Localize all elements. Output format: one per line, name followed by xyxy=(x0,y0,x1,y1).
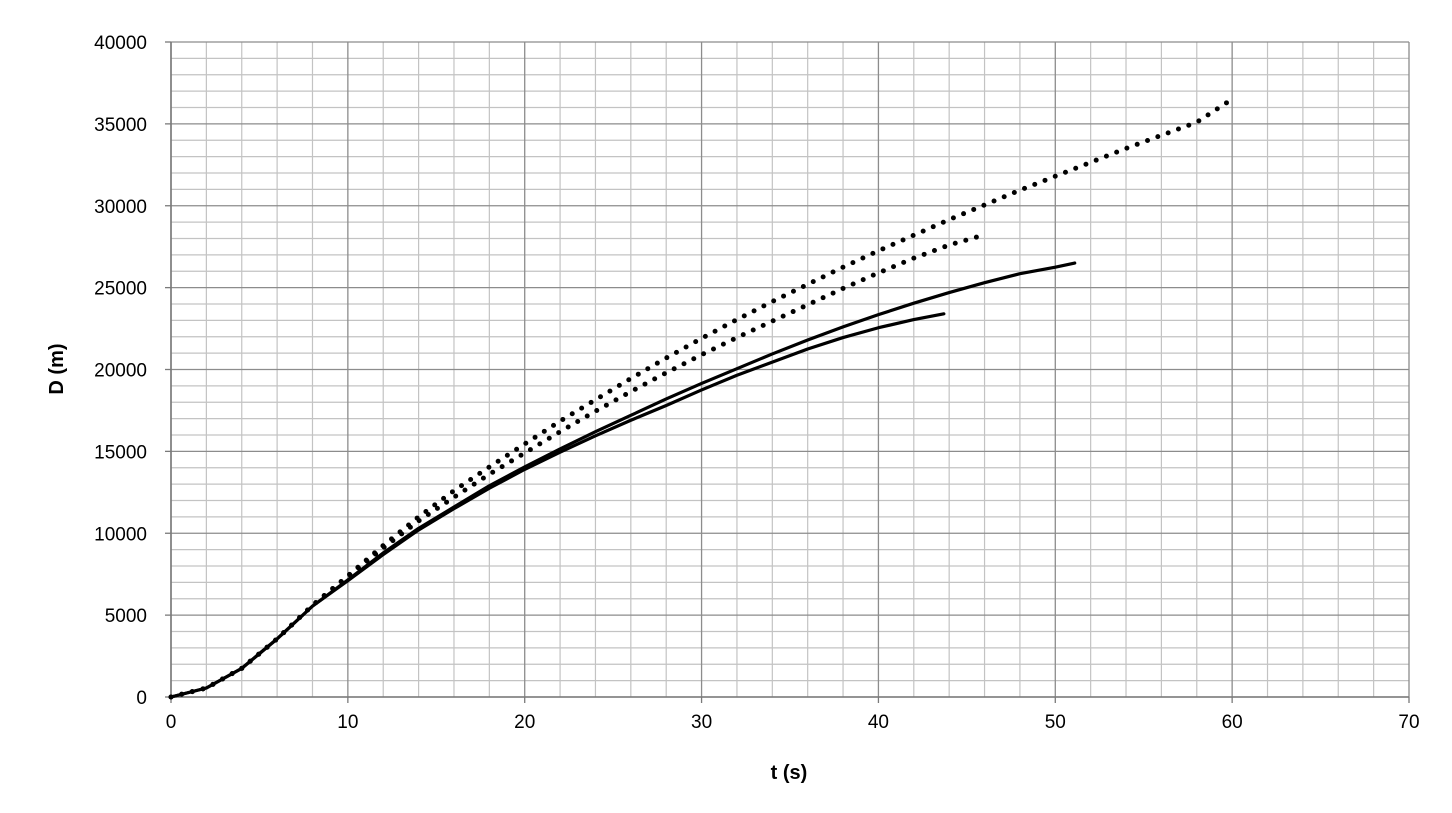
x-tick-label: 70 xyxy=(1398,712,1419,733)
y-tick-label: 40000 xyxy=(94,33,147,54)
y-tick-label: 5000 xyxy=(105,606,147,627)
x-tick-label: 50 xyxy=(1045,712,1066,733)
y-axis-tick-labels: 0 5000 10000 15000 20000 25000 30000 35000 40000 xyxy=(94,33,147,709)
y-tick-label: 20000 xyxy=(94,361,147,382)
series-line-1-dotted xyxy=(168,100,1230,700)
x-tick-label: 10 xyxy=(337,712,358,733)
series-layer xyxy=(168,100,1230,700)
y-tick-label: 30000 xyxy=(94,197,147,218)
x-tick-label: 40 xyxy=(868,712,889,733)
y-tick-label: 15000 xyxy=(94,442,147,463)
y-tick-label: 10000 xyxy=(94,524,147,545)
x-axis-tick-labels: 0 10 20 30 40 50 60 70 xyxy=(166,712,1420,733)
y-tick-label: 25000 xyxy=(94,279,147,300)
x-tick-label: 20 xyxy=(514,712,535,733)
x-tick-label: 0 xyxy=(166,712,177,733)
series-line-4-solid xyxy=(169,312,946,699)
x-axis-title: t (s) xyxy=(771,762,808,784)
y-tick-label: 0 xyxy=(136,688,147,709)
series-line-2-dotted xyxy=(168,234,980,700)
y-tick-label: 35000 xyxy=(94,115,147,136)
x-tick-label: 30 xyxy=(691,712,712,733)
y-axis-title: D (m) xyxy=(46,343,68,394)
plot-frame xyxy=(165,41,1410,703)
x-tick-label: 60 xyxy=(1222,712,1243,733)
